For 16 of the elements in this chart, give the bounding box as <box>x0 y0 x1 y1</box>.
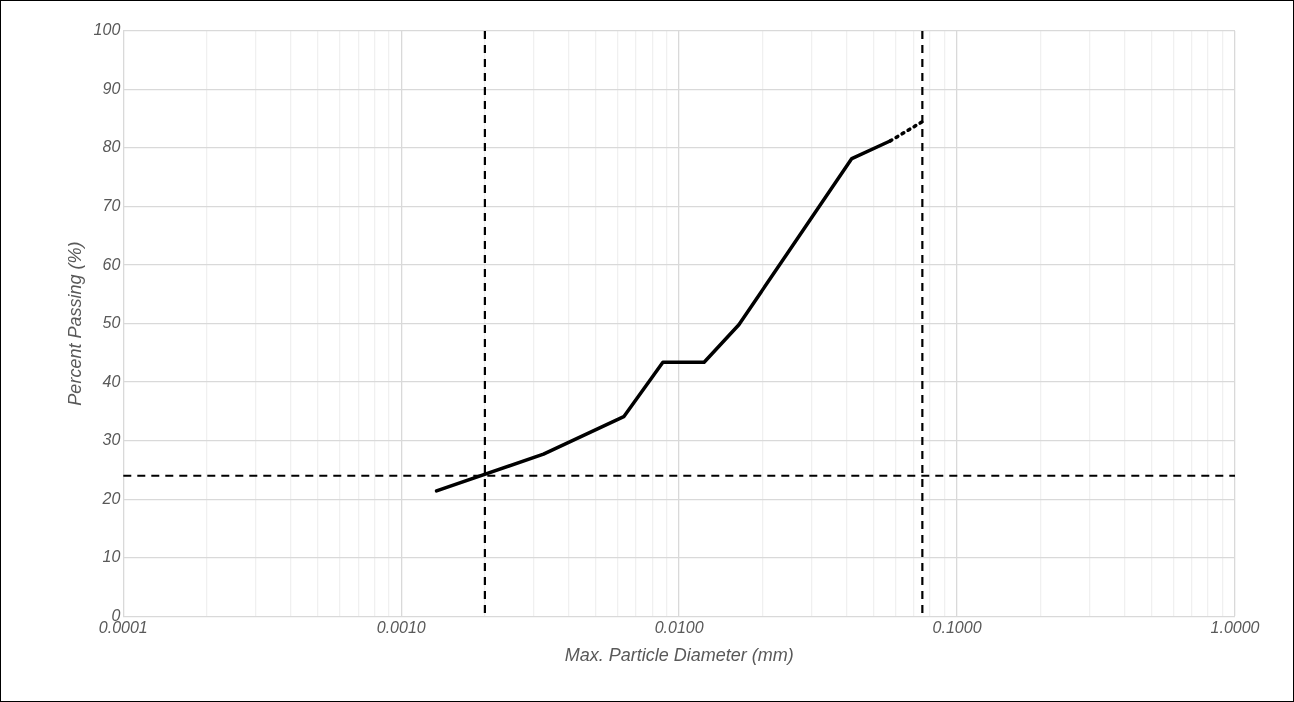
x-tick-label: 0.0010 <box>376 619 426 637</box>
y-tick-label: 20 <box>101 489 121 507</box>
y-tick-label: 50 <box>102 314 121 332</box>
y-tick-label: 10 <box>102 548 121 566</box>
y-tick-label: 30 <box>102 431 121 449</box>
y-tick-label: 90 <box>102 79 121 97</box>
y-tick-label: 70 <box>102 197 121 215</box>
y-tick-label: 40 <box>102 372 121 390</box>
x-tick-label: 1.0000 <box>1210 619 1260 637</box>
x-tick-label: 0.0100 <box>654 619 704 637</box>
y-axis-title: Percent Passing (%) <box>64 241 85 406</box>
x-axis-title: Max. Particle Diameter (mm) <box>564 645 794 666</box>
y-tick-label: 80 <box>102 138 121 156</box>
x-tick-label: 0.1000 <box>932 619 982 637</box>
y-tick-label: 100 <box>93 21 121 39</box>
y-tick-label: 60 <box>102 255 121 273</box>
